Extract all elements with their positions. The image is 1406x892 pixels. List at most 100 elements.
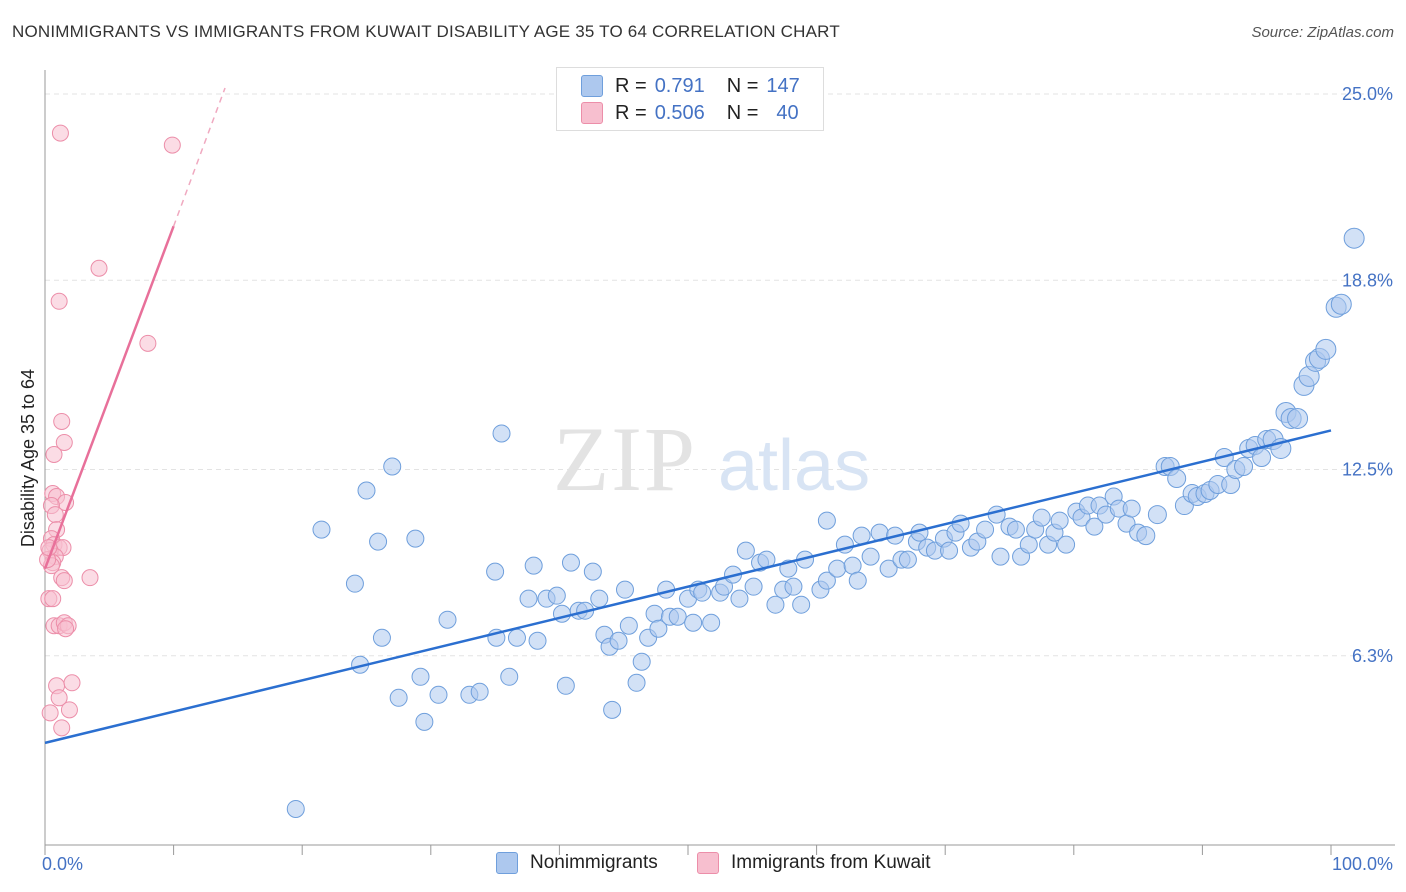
nonimmigrant-point-145	[1343, 227, 1365, 249]
nonimmigrant-point-39	[627, 673, 646, 692]
kuwait-point-24	[81, 569, 99, 587]
source-label: Source: ZipAtlas.com	[1251, 24, 1394, 41]
kuwait-point-34	[50, 689, 68, 707]
nonimmigrant-point-144	[1330, 293, 1352, 315]
nonimmigrant-point-28	[561, 553, 580, 572]
nonimmigrant-point-21	[519, 589, 538, 608]
nonimmigrant-point-106	[1085, 517, 1104, 536]
kuwait-point-3	[50, 292, 68, 310]
nonimmigrant-point-94	[1006, 520, 1025, 539]
nonimmigrant-point-137	[1287, 407, 1309, 429]
nonimmigrant-point-118	[1167, 469, 1187, 489]
legend-n-label: N =	[726, 101, 759, 124]
nonimmigrant-point-56	[736, 541, 755, 560]
nonimmigrant-point-128	[1234, 457, 1254, 477]
kuwait-point-26	[44, 590, 62, 608]
nonimmigrant-point-10	[411, 667, 430, 686]
kuwait-point-23	[55, 572, 73, 590]
nonimmigrant-point-13	[438, 610, 457, 629]
nonimmigrant-point-142	[1315, 338, 1337, 360]
watermark-zip: ZIP	[553, 408, 697, 510]
nonimmigrant-point-7	[383, 457, 402, 476]
nonimmigrant-point-102	[1057, 535, 1076, 554]
nonimmigrant-point-73	[852, 526, 871, 545]
nonimmigrant-point-67	[817, 571, 836, 590]
nonimmigrant-point-74	[861, 547, 880, 566]
x-tick-label-min: 0.0%	[42, 854, 83, 874]
nonimmigrant-point-51	[702, 613, 721, 632]
nonimmigrant-point-71	[843, 556, 862, 575]
nonimmigrant-point-19	[500, 667, 519, 686]
legend-row-kuwait: R = 0.506 N = 40	[581, 100, 799, 126]
nonimmigrant-point-4	[357, 481, 376, 500]
nonimmigrant-point-15	[470, 682, 489, 701]
legend-r-label: R =	[615, 101, 647, 124]
y-tick-label-3: 25.0%	[1342, 84, 1393, 104]
nonimmigrant-point-23	[528, 631, 547, 650]
y-tick-label-1: 12.5%	[1342, 460, 1393, 480]
series-swatch-pink	[697, 852, 719, 874]
nonimmigrant-point-0	[286, 799, 305, 818]
correlation-legend: R = 0.791 N = 147 R = 0.506 N = 40	[556, 67, 824, 131]
watermark: ZIP atlas	[553, 408, 870, 510]
kuwait-point-35	[60, 701, 78, 719]
nonimmigrant-point-36	[609, 631, 628, 650]
nonimmigrant-point-72	[848, 571, 867, 590]
series-swatch-blue	[496, 852, 518, 874]
legend-r-value: 0.791	[654, 74, 705, 97]
nonimmigrant-point-87	[951, 514, 970, 533]
nonimmigrant-point-85	[940, 541, 959, 560]
nonimmigrant-point-115	[1147, 505, 1167, 525]
data-points	[39, 124, 1365, 818]
nonimmigrant-point-32	[590, 589, 609, 608]
nonimmigrant-point-114	[1136, 526, 1156, 546]
nonimmigrant-point-8	[389, 688, 408, 707]
kuwait-point-37	[53, 719, 71, 737]
kuwait-trend-extension	[172, 87, 226, 227]
chart-title: NONIMMIGRANTS VS IMMIGRANTS FROM KUWAIT …	[12, 22, 840, 41]
kuwait-point-31	[57, 620, 75, 638]
nonimmigrant-point-79	[898, 550, 917, 569]
kuwait-point-1	[163, 136, 181, 154]
kuwait-point-6	[55, 433, 73, 451]
nonimmigrant-point-69	[828, 559, 847, 578]
kuwait-point-36	[41, 704, 59, 722]
legend-swatch-blue	[581, 75, 603, 97]
nonimmigrant-point-20	[507, 628, 526, 647]
legend-n-value: 147	[766, 74, 800, 97]
series-legend-kuwait[interactable]: Immigrants from Kuwait	[697, 852, 931, 874]
nonimmigrant-point-76	[879, 559, 898, 578]
nonimmigrant-point-68	[817, 511, 836, 530]
legend-row-nonimmigrants: R = 0.791 N = 147	[581, 73, 800, 99]
nonimmigrant-point-57	[744, 577, 763, 596]
nonimmigrant-point-2	[345, 574, 364, 593]
nonimmigrant-point-22	[524, 556, 543, 575]
nonimmigrant-point-63	[784, 577, 803, 596]
series-legend-nonimmigrants[interactable]: Nonimmigrants	[496, 852, 658, 874]
nonimmigrant-point-55	[730, 589, 749, 608]
legend-swatch-pink	[581, 102, 603, 124]
trend-lines	[43, 87, 1332, 745]
nonimmigrant-point-1	[312, 520, 331, 539]
y-axis-title: Disability Age 35 to 64	[18, 369, 38, 547]
kuwait-point-2	[90, 259, 108, 277]
nonimmigrant-point-90	[976, 520, 995, 539]
nonimmigrant-point-5	[369, 532, 388, 551]
y-tick-label-2: 18.8%	[1342, 270, 1393, 290]
nonimmigrant-point-37	[615, 580, 634, 599]
series-label-kuwait: Immigrants from Kuwait	[731, 852, 931, 873]
y-tick-label-0: 6.3%	[1352, 646, 1393, 666]
legend-n-value: 40	[776, 101, 799, 124]
kuwait-point-7	[45, 445, 63, 463]
nonimmigrant-point-91	[987, 505, 1006, 524]
nonimmigrant-point-6	[372, 628, 391, 647]
x-tick-label-max: 100.0%	[1332, 854, 1393, 874]
gridlines	[45, 93, 1395, 657]
nonimmigrant-point-31	[583, 562, 602, 581]
nonimmigrant-point-9	[406, 529, 425, 548]
nonimmigrant-point-46	[668, 607, 687, 626]
nonimmigrant-point-38	[619, 616, 638, 635]
kuwait-point-12	[46, 506, 64, 524]
legend-n-label: N =	[726, 74, 759, 97]
